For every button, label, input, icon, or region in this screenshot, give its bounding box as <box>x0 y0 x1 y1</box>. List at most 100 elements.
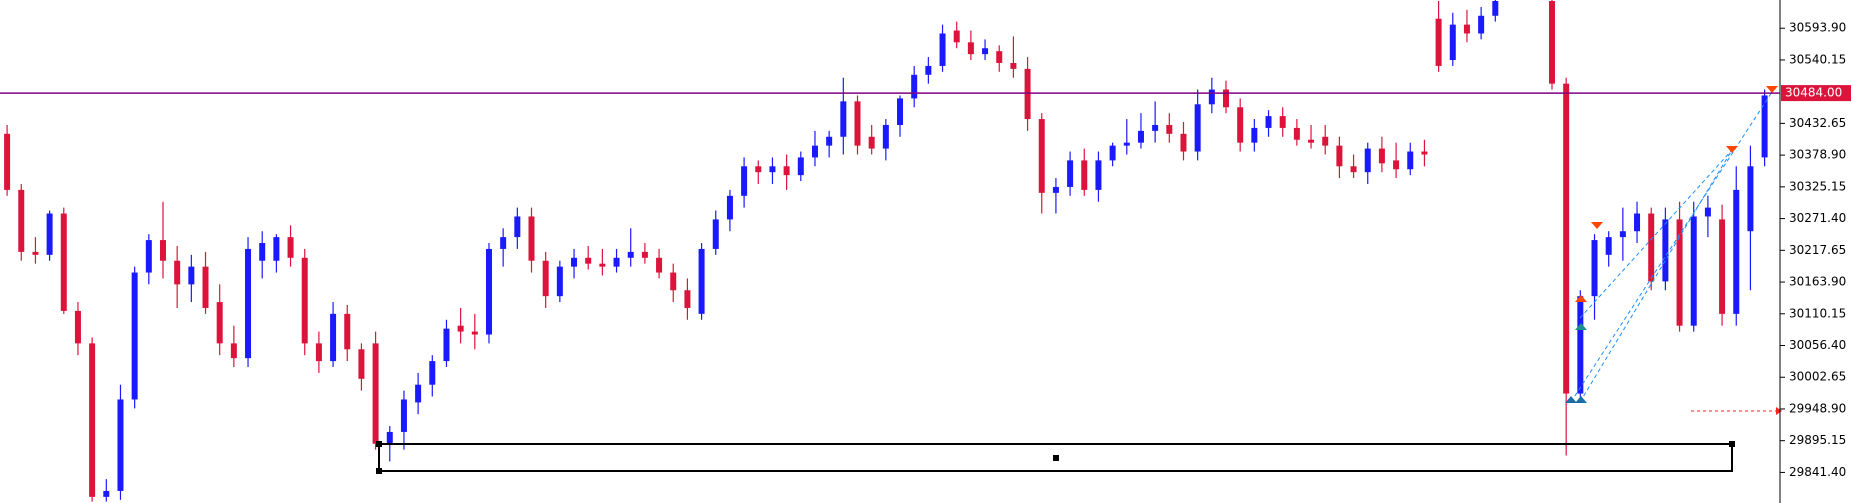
candle-body <box>1421 151 1428 155</box>
candle-body <box>1662 219 1669 282</box>
candle-body <box>273 237 280 261</box>
candle-body <box>1676 219 1683 326</box>
candle-body <box>1605 237 1612 255</box>
buy-arrow <box>1575 396 1587 403</box>
candle-body <box>528 216 535 261</box>
candle-body <box>330 313 337 362</box>
candle-body <box>18 189 25 252</box>
candle-body <box>1690 216 1697 326</box>
candle-body <box>202 266 209 308</box>
candle-body <box>996 51 1003 63</box>
candle-body <box>953 30 960 43</box>
candle-body <box>315 343 322 362</box>
candle-body <box>967 42 974 55</box>
candle-body <box>1393 160 1400 170</box>
candle-body <box>429 361 436 385</box>
candle-body <box>982 48 989 55</box>
candle-body <box>485 248 492 335</box>
drawing-objects <box>376 86 1782 474</box>
candle-body <box>500 237 507 249</box>
candle-body <box>1109 145 1116 161</box>
handle[interactable] <box>376 441 382 447</box>
candle-body <box>1265 116 1272 128</box>
candle-body <box>301 257 308 344</box>
candle-body <box>4 133 11 190</box>
candle-body <box>1591 240 1598 297</box>
y-tick-label: 29841.40 <box>1789 465 1846 479</box>
candle-body <box>613 257 620 267</box>
candle-body <box>854 101 861 146</box>
candle-body <box>1223 89 1230 108</box>
candle-body <box>1407 151 1414 170</box>
candle-body <box>1279 116 1286 128</box>
candle-body <box>1166 124 1173 134</box>
sell-arrow <box>1766 86 1778 93</box>
candle-body <box>1719 219 1726 314</box>
handle[interactable] <box>376 468 382 474</box>
candle-body <box>797 157 804 176</box>
trend-line[interactable] <box>1570 91 1773 403</box>
y-tick-label: 30217.65 <box>1789 243 1846 257</box>
trend-line[interactable] <box>1579 149 1733 403</box>
candle-body <box>1463 24 1470 34</box>
candle-body <box>145 240 152 273</box>
price-label: 30484.00 <box>1785 86 1842 100</box>
candle-body <box>1024 68 1031 120</box>
handle[interactable] <box>1053 455 1059 461</box>
candle-body <box>1095 160 1102 190</box>
candle-body <box>1052 186 1059 193</box>
y-tick-label: 30163.90 <box>1789 275 1846 289</box>
candle-body <box>585 257 592 264</box>
candle-body <box>882 124 889 149</box>
candle-body <box>599 263 606 267</box>
candle-body <box>1237 107 1244 143</box>
candle-body <box>89 343 96 497</box>
candle-body <box>230 343 237 359</box>
candle-body <box>741 166 748 196</box>
candle-body <box>783 166 790 176</box>
candle-body <box>1336 145 1343 167</box>
price-scale: 30593.90 30540.15 30432.65 30378.90 30325.15… <box>1780 21 1846 479</box>
candle-body <box>1137 130 1144 143</box>
candle-body <box>726 195 733 220</box>
candle-body <box>1619 231 1626 238</box>
rectangle-object[interactable] <box>378 443 1733 472</box>
candle-body <box>1067 160 1074 187</box>
sell-arrow <box>1591 222 1603 229</box>
candle-body <box>1492 1 1499 16</box>
y-tick-label: 29948.90 <box>1789 401 1846 415</box>
candle-body <box>826 136 833 146</box>
candle-body <box>1563 83 1570 394</box>
plot-area <box>4 0 1768 502</box>
candle-body <box>358 349 365 379</box>
candle-body <box>939 33 946 66</box>
candle-body <box>1350 166 1357 173</box>
trend-line[interactable] <box>1579 149 1733 319</box>
candle-body <box>670 272 677 291</box>
candle-body <box>514 216 521 238</box>
y-tick-label: 30378.90 <box>1789 148 1846 162</box>
candle-body <box>117 399 124 491</box>
candle-body <box>1251 127 1258 143</box>
y-tick-label: 30056.40 <box>1789 338 1846 352</box>
candle-body <box>174 260 181 285</box>
candle-body <box>1761 95 1768 158</box>
candle-body <box>1378 148 1385 164</box>
candle-body <box>1180 133 1187 152</box>
candle-body <box>443 328 450 362</box>
candle-body <box>656 257 663 273</box>
candle-body <box>1293 127 1300 140</box>
sell-arrow <box>1726 146 1738 153</box>
candle-body <box>159 240 166 261</box>
candle-body <box>1123 142 1130 146</box>
candle-body <box>769 166 776 173</box>
candle-body <box>556 266 563 297</box>
buy-arrow <box>1575 323 1587 330</box>
candle-body <box>74 310 81 344</box>
y-tick-label: 30271.40 <box>1789 211 1846 225</box>
candle-body <box>457 325 464 332</box>
handle[interactable] <box>1729 441 1735 447</box>
candle-body <box>627 251 634 258</box>
candle-body <box>712 219 719 249</box>
